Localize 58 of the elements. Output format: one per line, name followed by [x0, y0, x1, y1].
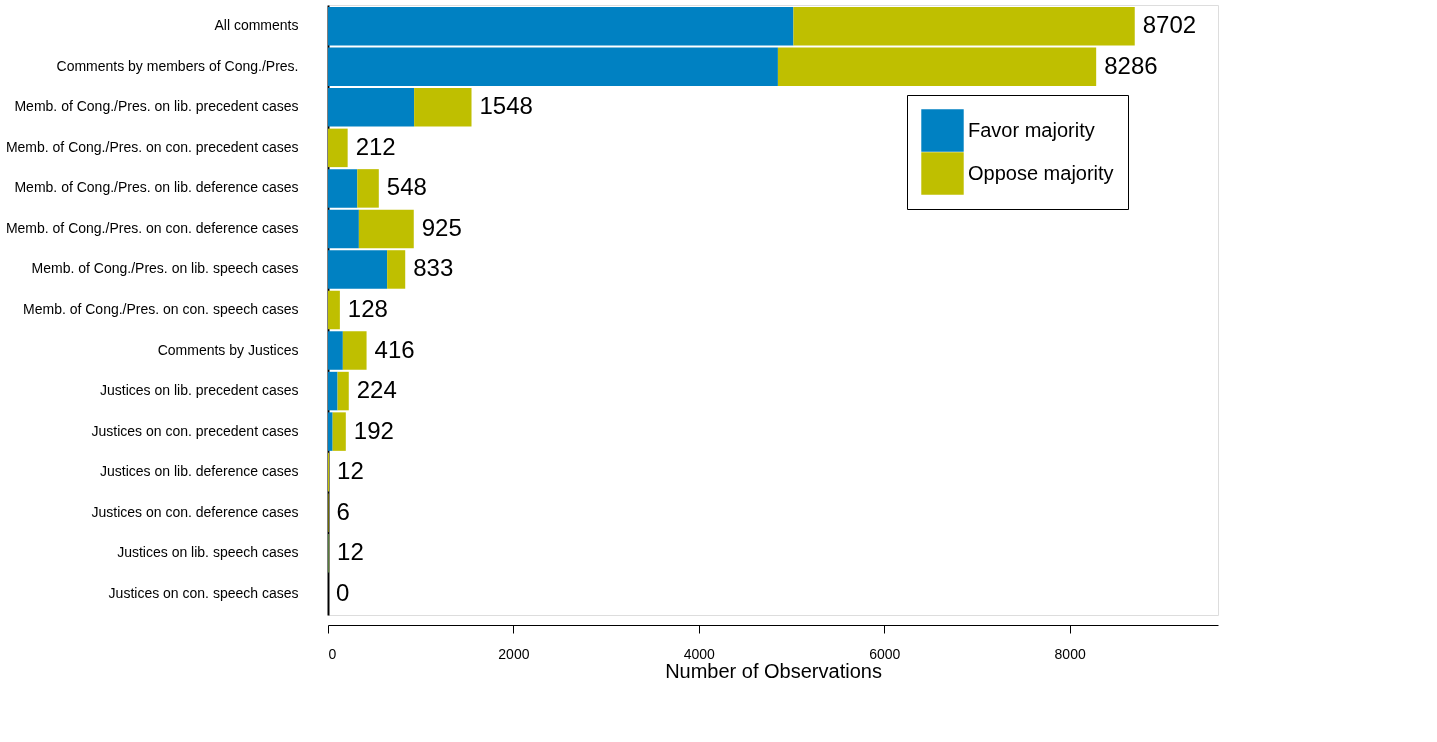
total-label: 192 [353, 416, 394, 444]
bar [332, 412, 346, 451]
bar [414, 88, 472, 127]
bar [328, 7, 794, 46]
bar [328, 209, 359, 249]
y-tick-label: Justices on con. speech cases [108, 584, 299, 601]
total-label: 925 [421, 213, 462, 241]
y-tick-label: Memb. of Cong./Pres. on lib. speech cases [31, 260, 299, 277]
y-tick-label: Memb. of Cong./Pres. on lib. precedent cases [14, 98, 299, 115]
total-label: 833 [413, 254, 454, 282]
bar [328, 169, 358, 208]
bar [357, 169, 379, 208]
bar [328, 331, 343, 370]
bar [387, 250, 406, 289]
x-tick-label: 8000 [1054, 645, 1086, 662]
total-label: 224 [356, 376, 397, 404]
bar [328, 47, 778, 87]
y-tick-label: Memb. of Cong./Pres. on lib. deference cases [14, 179, 299, 196]
total-label: 128 [347, 295, 388, 322]
bar [337, 371, 349, 411]
bar [777, 47, 1097, 87]
y-tick-label: Memb. of Cong./Pres. on con. precedent cases [5, 138, 299, 155]
bar [328, 250, 388, 289]
bar [793, 7, 1135, 46]
total-label: 12 [337, 538, 364, 566]
total-label: 8286 [1104, 51, 1158, 79]
legend-label: Oppose majority [968, 161, 1114, 184]
total-label: 416 [374, 335, 415, 363]
x-tick-label: 2000 [498, 645, 530, 662]
x-axis-title: Number of Observations [665, 659, 882, 682]
total-label: 548 [386, 173, 427, 201]
y-tick-label: Justices on con. deference cases [91, 503, 299, 520]
bar [328, 128, 348, 168]
bar [358, 209, 414, 249]
y-tick-label: Comments by Justices [157, 341, 299, 358]
legend-label: Favor majority [968, 118, 1095, 141]
total-label: 1548 [479, 92, 533, 120]
y-tick-label: Justices on con. precedent cases [91, 422, 299, 439]
total-label: 6 [336, 497, 350, 525]
y-tick-label: Justices on lib. precedent cases [100, 382, 299, 399]
y-tick-label: Comments by members of Cong./Pres. [56, 57, 299, 74]
bar [328, 290, 340, 330]
total-label: 12 [337, 457, 364, 485]
x-tick-label: 6000 [869, 645, 901, 662]
bar [328, 412, 333, 451]
bar [328, 88, 415, 127]
total-label: 212 [355, 132, 396, 160]
bar [342, 331, 367, 370]
y-tick-label: Justices on lib. speech cases [117, 544, 299, 561]
y-tick-label: Memb. of Cong./Pres. on con. speech cases [23, 301, 299, 317]
y-tick-label: All comments [214, 17, 299, 34]
x-tick-label: 0 [328, 645, 337, 662]
bar [328, 371, 338, 411]
total-label: 8702 [1142, 11, 1197, 39]
y-tick-label: Memb. of Cong./Pres. on con. deference cases [5, 219, 299, 236]
y-tick-label: Justices on lib. deference cases [100, 463, 299, 480]
x-tick-label: 4000 [683, 645, 716, 662]
total-label: 0 [336, 578, 350, 606]
